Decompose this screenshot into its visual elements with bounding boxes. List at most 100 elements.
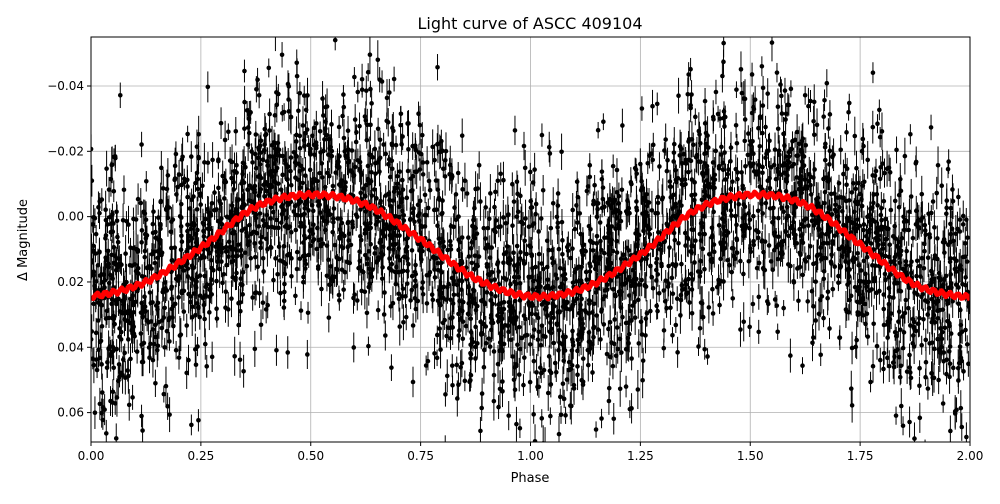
data-point [456,292,461,297]
data-point [423,193,428,198]
data-point [140,428,145,433]
data-point [226,254,231,259]
data-point [845,166,850,171]
data-point [140,274,145,279]
data-point [198,191,203,196]
data-point [367,281,372,286]
data-point [269,245,274,250]
data-point [850,403,855,408]
data-point [668,179,673,184]
data-point [560,220,565,225]
data-point [924,360,929,365]
data-point [941,240,946,245]
data-point [299,308,304,313]
data-point [104,431,109,436]
data-point [805,299,810,304]
data-point [236,323,241,328]
data-point [626,336,631,341]
data-point [795,153,800,158]
data-point [558,395,563,400]
data-point [592,183,597,188]
data-point [217,267,222,272]
data-point [549,226,554,231]
data-point [316,266,321,271]
data-point [140,360,145,365]
data-point [746,131,751,136]
data-point [93,410,98,415]
data-point [734,123,739,128]
data-point [803,93,808,98]
data-point [439,139,444,144]
data-point [167,412,172,417]
data-point [166,318,171,323]
data-point [721,41,726,46]
data-point [203,342,208,347]
data-point [540,133,545,138]
data-point [796,299,801,304]
data-point [263,133,268,138]
data-point [356,266,361,271]
data-point [90,178,95,183]
data-point [153,230,158,235]
data-point [98,402,103,407]
data-point [707,305,712,310]
data-point [373,171,378,176]
data-point [837,181,842,186]
data-point [887,242,892,247]
data-point [739,67,744,72]
data-point [658,247,663,252]
data-point [405,196,410,201]
data-point [917,383,922,388]
data-point [897,309,902,314]
data-point [926,255,931,260]
data-point [746,153,751,158]
data-point [224,289,229,294]
data-point [698,274,703,279]
data-point [607,399,612,404]
data-point [813,279,818,284]
data-point [687,300,692,305]
data-point [329,122,334,127]
data-point [629,356,634,361]
data-point [588,264,593,269]
data-point [854,338,859,343]
data-point [633,315,638,320]
data-point [222,196,227,201]
data-point [606,327,611,332]
data-point [673,238,678,243]
data-point [546,391,551,396]
data-point [702,214,707,219]
data-point [245,264,250,269]
data-point [598,337,603,342]
data-point [901,346,906,351]
data-point [190,315,195,320]
data-point [191,221,196,226]
data-point [627,211,632,216]
data-point [156,473,161,478]
data-point [767,138,772,143]
data-point [411,211,416,216]
data-point [815,123,820,128]
data-point [94,357,99,362]
data-point [757,144,762,149]
data-point [167,339,172,344]
data-point [833,202,838,207]
data-point [404,315,409,320]
data-point [435,65,440,70]
data-point [767,243,772,248]
data-point [364,183,369,188]
data-point [811,335,816,340]
data-point [639,319,644,324]
data-point [280,52,285,57]
data-point [557,247,562,252]
data-point [192,291,197,296]
data-point [528,342,533,347]
data-point [917,316,922,321]
data-point [242,100,247,105]
data-point [210,158,215,163]
data-point [411,206,416,211]
data-point [108,399,113,404]
data-point [143,309,148,314]
data-point [425,160,430,165]
data-point [273,113,278,118]
